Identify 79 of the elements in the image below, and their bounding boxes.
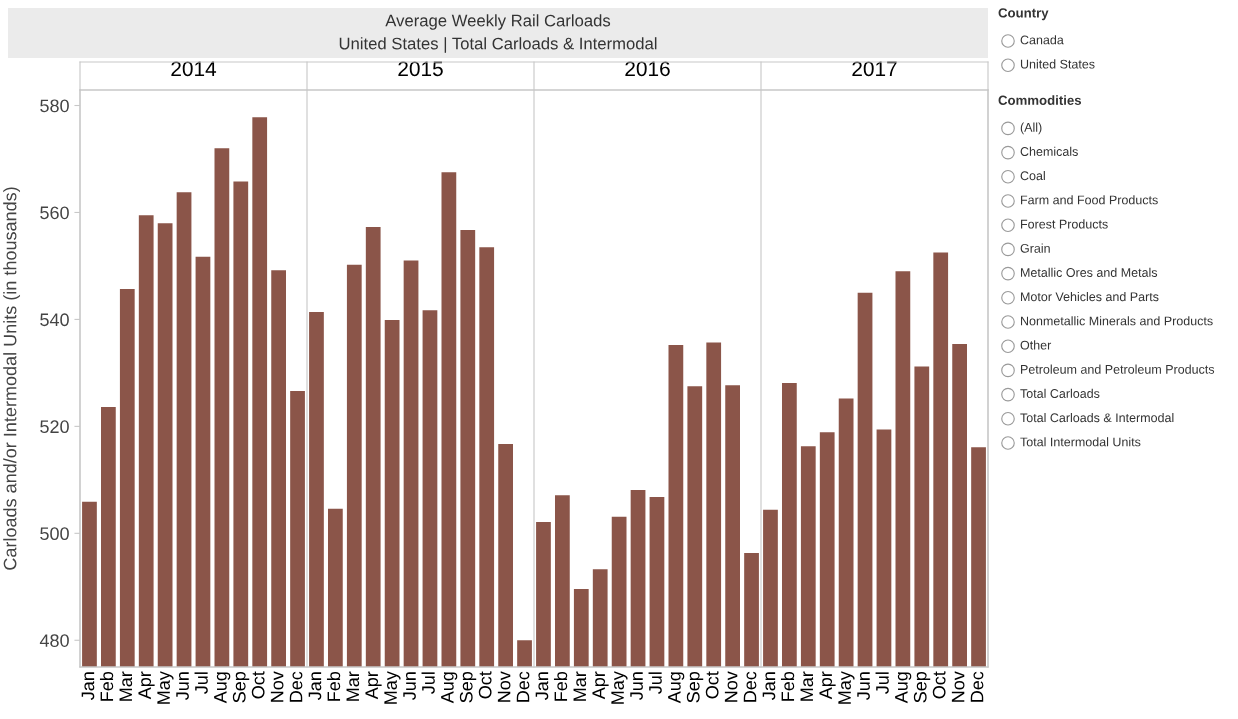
x-tick-label: Jun: [176, 672, 189, 700]
chart-subtitle: United States | Total Carloads & Intermodal: [339, 37, 657, 53]
x-tick-label: May: [384, 671, 401, 704]
x-tick-label: Feb: [326, 671, 341, 701]
text: Motor Vehicles and Parts: [1021, 291, 1159, 302]
x-tick-label: Jul: [194, 672, 208, 694]
x-tick-label: May: [838, 671, 855, 704]
text: Total Intermodal Units: [1020, 437, 1141, 447]
x-tick-label: Dec: [516, 671, 530, 702]
x-tick-label: Feb: [99, 671, 114, 701]
x-tick-label: Jul: [421, 672, 435, 694]
x-tick-label: Nov: [270, 671, 284, 702]
x-tick-label: Jan: [535, 672, 549, 700]
x-tick-label: Dec: [743, 671, 757, 702]
x-tick-label: Jan: [81, 672, 95, 700]
x-tick-label: Oct: [251, 671, 265, 699]
text: Canada: [1020, 35, 1064, 45]
text: Nonmetallic Minerals and Products: [1021, 316, 1213, 326]
x-tick-label: Apr: [592, 671, 609, 700]
text: Total Carloads: [1020, 388, 1100, 398]
chart-title: Average Weekly Rail Carloads: [385, 14, 611, 30]
x-tick-label: Oct: [705, 671, 719, 699]
y-tick-label: 540: [40, 313, 69, 327]
x2-tick-label: 2014: [171, 61, 217, 77]
x-tick-label: Apr: [138, 671, 155, 700]
x-tick-label: Apr: [819, 671, 836, 700]
x-tick-label: Feb: [553, 671, 568, 701]
x-tick-label: Aug: [895, 672, 912, 704]
x-tick-label: Dec: [970, 671, 984, 702]
x-tick-label: Sep: [232, 671, 250, 703]
x-tick-label: Sep: [913, 671, 931, 703]
x-tick-label: Jul: [875, 672, 889, 694]
x-tick-label: Nov: [497, 671, 511, 702]
x2-tick-label: 2015: [398, 61, 443, 77]
text: United States: [1020, 59, 1095, 69]
x-tick-label: May: [611, 671, 628, 704]
x-tick-label: Dec: [289, 671, 303, 702]
y-tick-label: 500: [40, 527, 69, 541]
y-axis-title: Carloads and/or Intermodal Units (in thousands): [3, 187, 21, 570]
text: Total Carloads & Intermodal: [1020, 412, 1174, 423]
x-tick-label: Nov: [724, 671, 738, 702]
x-tick-label: Oct: [478, 671, 492, 699]
text: Grain: [1020, 243, 1050, 253]
x-tick-label: Aug: [668, 672, 685, 704]
x2-tick-label: 2016: [625, 61, 670, 77]
x-tick-label: Jan: [762, 672, 776, 700]
y-tick-label: 520: [40, 420, 69, 434]
x-tick-label: Jun: [403, 672, 416, 700]
x-tick-label: Feb: [780, 671, 795, 701]
x-tick-label: Apr: [365, 671, 382, 700]
text: (All): [1020, 122, 1042, 135]
text: Metallic Ores and Metals: [1021, 267, 1158, 277]
text: Commodities: [998, 95, 1082, 105]
x-tick-label: Aug: [441, 672, 458, 704]
y-tick-label: 580: [40, 99, 69, 113]
text: Chemicals: [1020, 146, 1078, 156]
x-tick-label: Mar: [573, 671, 587, 701]
x-tick-label: May: [157, 671, 174, 704]
x2-tick-label: 2017: [852, 61, 897, 77]
text: Other: [1020, 340, 1052, 350]
y-tick-label: 480: [39, 634, 69, 647]
x-tick-label: Mar: [119, 671, 133, 701]
x-tick-label: Oct: [932, 671, 946, 699]
x-tick-label: Nov: [951, 671, 965, 702]
x-tick-label: Jun: [857, 672, 870, 700]
text: Farm and Food Products: [1021, 195, 1158, 205]
x-tick-label: Sep: [459, 671, 477, 703]
x-tick-label: Aug: [214, 672, 231, 704]
text: Country: [998, 8, 1049, 21]
x-tick-label: Mar: [346, 671, 360, 701]
x-tick-label: Jul: [648, 672, 662, 694]
x-tick-label: Jan: [308, 672, 322, 700]
x-tick-label: Mar: [800, 671, 814, 701]
text: Forest Products: [1021, 219, 1108, 229]
text: Coal: [1020, 170, 1045, 181]
y-tick-label: 560: [40, 206, 69, 220]
x-tick-label: Jun: [630, 672, 643, 700]
x-tick-label: Sep: [686, 671, 704, 703]
text: Petroleum and Petroleum Products: [1021, 364, 1215, 374]
